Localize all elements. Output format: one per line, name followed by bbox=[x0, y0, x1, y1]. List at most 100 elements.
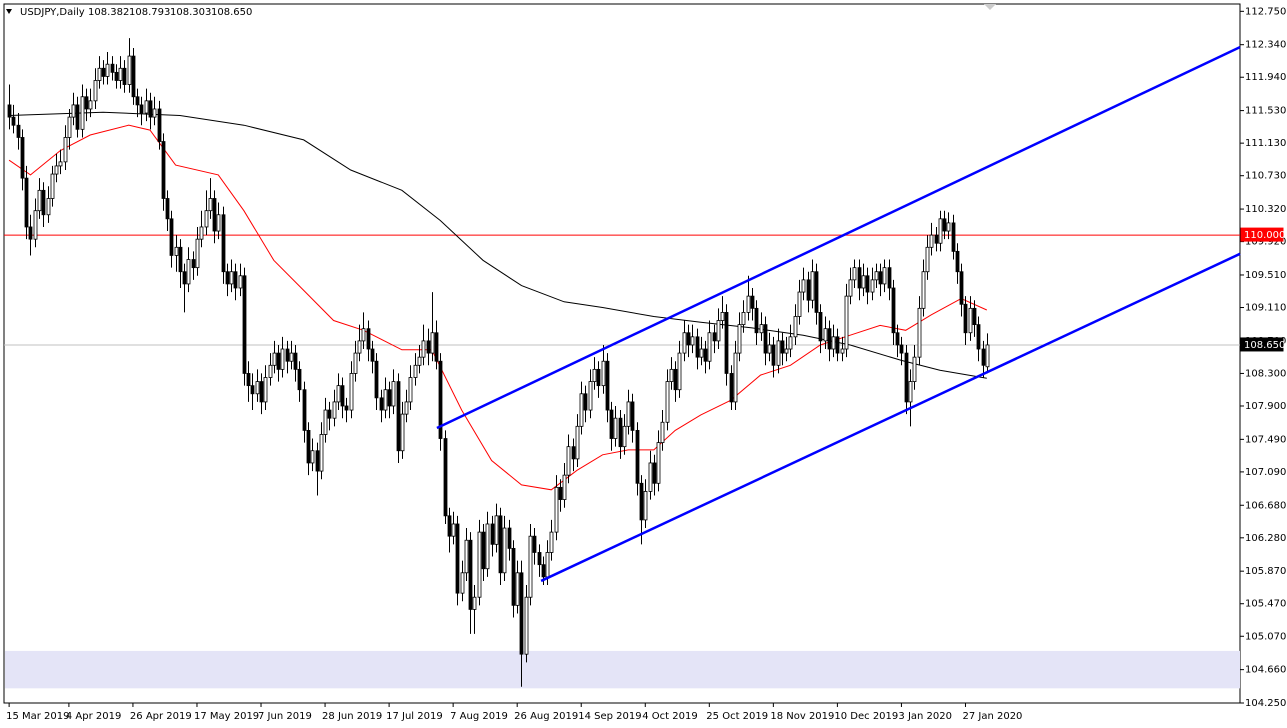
candle-body bbox=[806, 279, 811, 301]
candle-body bbox=[771, 344, 776, 366]
candle-body bbox=[626, 401, 631, 427]
candle-body bbox=[827, 328, 832, 350]
candle-body bbox=[54, 165, 59, 175]
candle-body bbox=[848, 279, 853, 297]
candle-body bbox=[135, 96, 140, 106]
candle-body bbox=[925, 246, 930, 273]
candle-body bbox=[417, 356, 422, 366]
candle-body bbox=[259, 381, 264, 403]
candle-body bbox=[724, 312, 729, 374]
candle-body bbox=[575, 425, 580, 460]
candle-body bbox=[929, 234, 934, 248]
candle-body bbox=[336, 385, 341, 403]
candle-body bbox=[152, 108, 157, 118]
candle-body bbox=[344, 405, 349, 411]
candle-body bbox=[216, 214, 221, 232]
candle-body bbox=[541, 564, 546, 578]
y-tick-label: 106.680 bbox=[1245, 500, 1286, 511]
candle-body bbox=[349, 373, 354, 411]
candle-body bbox=[823, 328, 828, 342]
candle-body bbox=[63, 137, 68, 163]
candle-body bbox=[242, 275, 247, 374]
y-tick-label: 105.470 bbox=[1245, 599, 1286, 610]
candle-body bbox=[289, 352, 294, 362]
price-lines bbox=[4, 234, 1240, 346]
header-value: 108.650 bbox=[211, 7, 252, 18]
candle-body bbox=[882, 267, 887, 285]
candle-body bbox=[468, 539, 473, 610]
candle-body bbox=[408, 377, 413, 403]
header-value: 108.793 bbox=[129, 7, 170, 18]
candle-body bbox=[588, 381, 593, 411]
candle-body bbox=[404, 401, 409, 415]
candle-body bbox=[71, 104, 76, 118]
candle-body bbox=[528, 535, 533, 598]
candle-body bbox=[263, 377, 268, 403]
candle-body bbox=[737, 324, 742, 354]
candle-body bbox=[174, 246, 179, 256]
candle-body bbox=[763, 324, 768, 354]
candle-body bbox=[963, 303, 968, 334]
candle-body bbox=[122, 67, 127, 85]
candle-body bbox=[652, 462, 657, 484]
candle-body bbox=[327, 409, 332, 419]
x-tick-label: 27 Jan 2020 bbox=[962, 711, 1022, 722]
candle-body bbox=[899, 344, 904, 354]
candle-body bbox=[665, 381, 670, 423]
candle-body bbox=[50, 173, 55, 199]
candle-body bbox=[699, 348, 704, 358]
candle-body bbox=[464, 539, 469, 574]
candle-body bbox=[562, 474, 567, 500]
candle-body bbox=[630, 401, 635, 431]
candle-body bbox=[857, 267, 862, 289]
candle-body bbox=[204, 210, 209, 228]
candle-body bbox=[199, 226, 204, 240]
candle-body bbox=[613, 417, 618, 439]
candle-body bbox=[353, 352, 358, 374]
candle-body bbox=[361, 328, 366, 342]
y-tick-label: 112.340 bbox=[1245, 40, 1286, 51]
candle-body bbox=[985, 344, 990, 368]
candle-body bbox=[340, 385, 345, 407]
candle-body bbox=[93, 80, 98, 102]
candle-body bbox=[490, 523, 495, 545]
candle-body bbox=[11, 116, 16, 126]
x-tick-label: 14 Sep 2019 bbox=[578, 711, 641, 722]
y-tick-label: 109.920 bbox=[1245, 237, 1286, 248]
y-tick-label: 105.870 bbox=[1245, 566, 1286, 577]
x-tick-label: 4 Apr 2019 bbox=[66, 711, 121, 722]
candle-body bbox=[874, 271, 879, 281]
trendlines bbox=[436, 45, 1241, 583]
candle-body bbox=[233, 271, 238, 289]
candle-body bbox=[891, 287, 896, 334]
candle-body bbox=[460, 572, 465, 594]
candle-body bbox=[208, 198, 213, 212]
candle-body bbox=[682, 332, 687, 354]
candle-body bbox=[673, 368, 678, 391]
candle-body bbox=[114, 71, 119, 81]
y-tick-label: 110.730 bbox=[1245, 171, 1286, 182]
candle-body bbox=[840, 348, 845, 354]
candle-body bbox=[554, 486, 559, 533]
y-tick-label: 107.490 bbox=[1245, 434, 1286, 445]
candle-body bbox=[852, 267, 857, 281]
y-tick-label: 111.940 bbox=[1245, 72, 1286, 83]
menu-arrow[interactable] bbox=[6, 9, 12, 14]
x-tick-label: 25 Oct 2019 bbox=[706, 711, 768, 722]
price-boxes: 110.000 108.650 bbox=[1240, 227, 1285, 352]
candle-body bbox=[157, 108, 162, 142]
candle-body bbox=[430, 332, 435, 354]
candle-body bbox=[293, 352, 298, 370]
y-tick-label: 108.300 bbox=[1245, 368, 1286, 379]
candle-body bbox=[97, 67, 102, 81]
candle-body bbox=[246, 373, 251, 387]
candle-body bbox=[221, 214, 226, 273]
candle-body bbox=[443, 438, 448, 517]
candle-body bbox=[835, 336, 840, 354]
x-tick-label: 17 Jul 2019 bbox=[386, 711, 443, 722]
y-tick-label: 104.660 bbox=[1245, 665, 1286, 676]
candle-body bbox=[912, 356, 917, 382]
candle-body bbox=[959, 271, 964, 305]
